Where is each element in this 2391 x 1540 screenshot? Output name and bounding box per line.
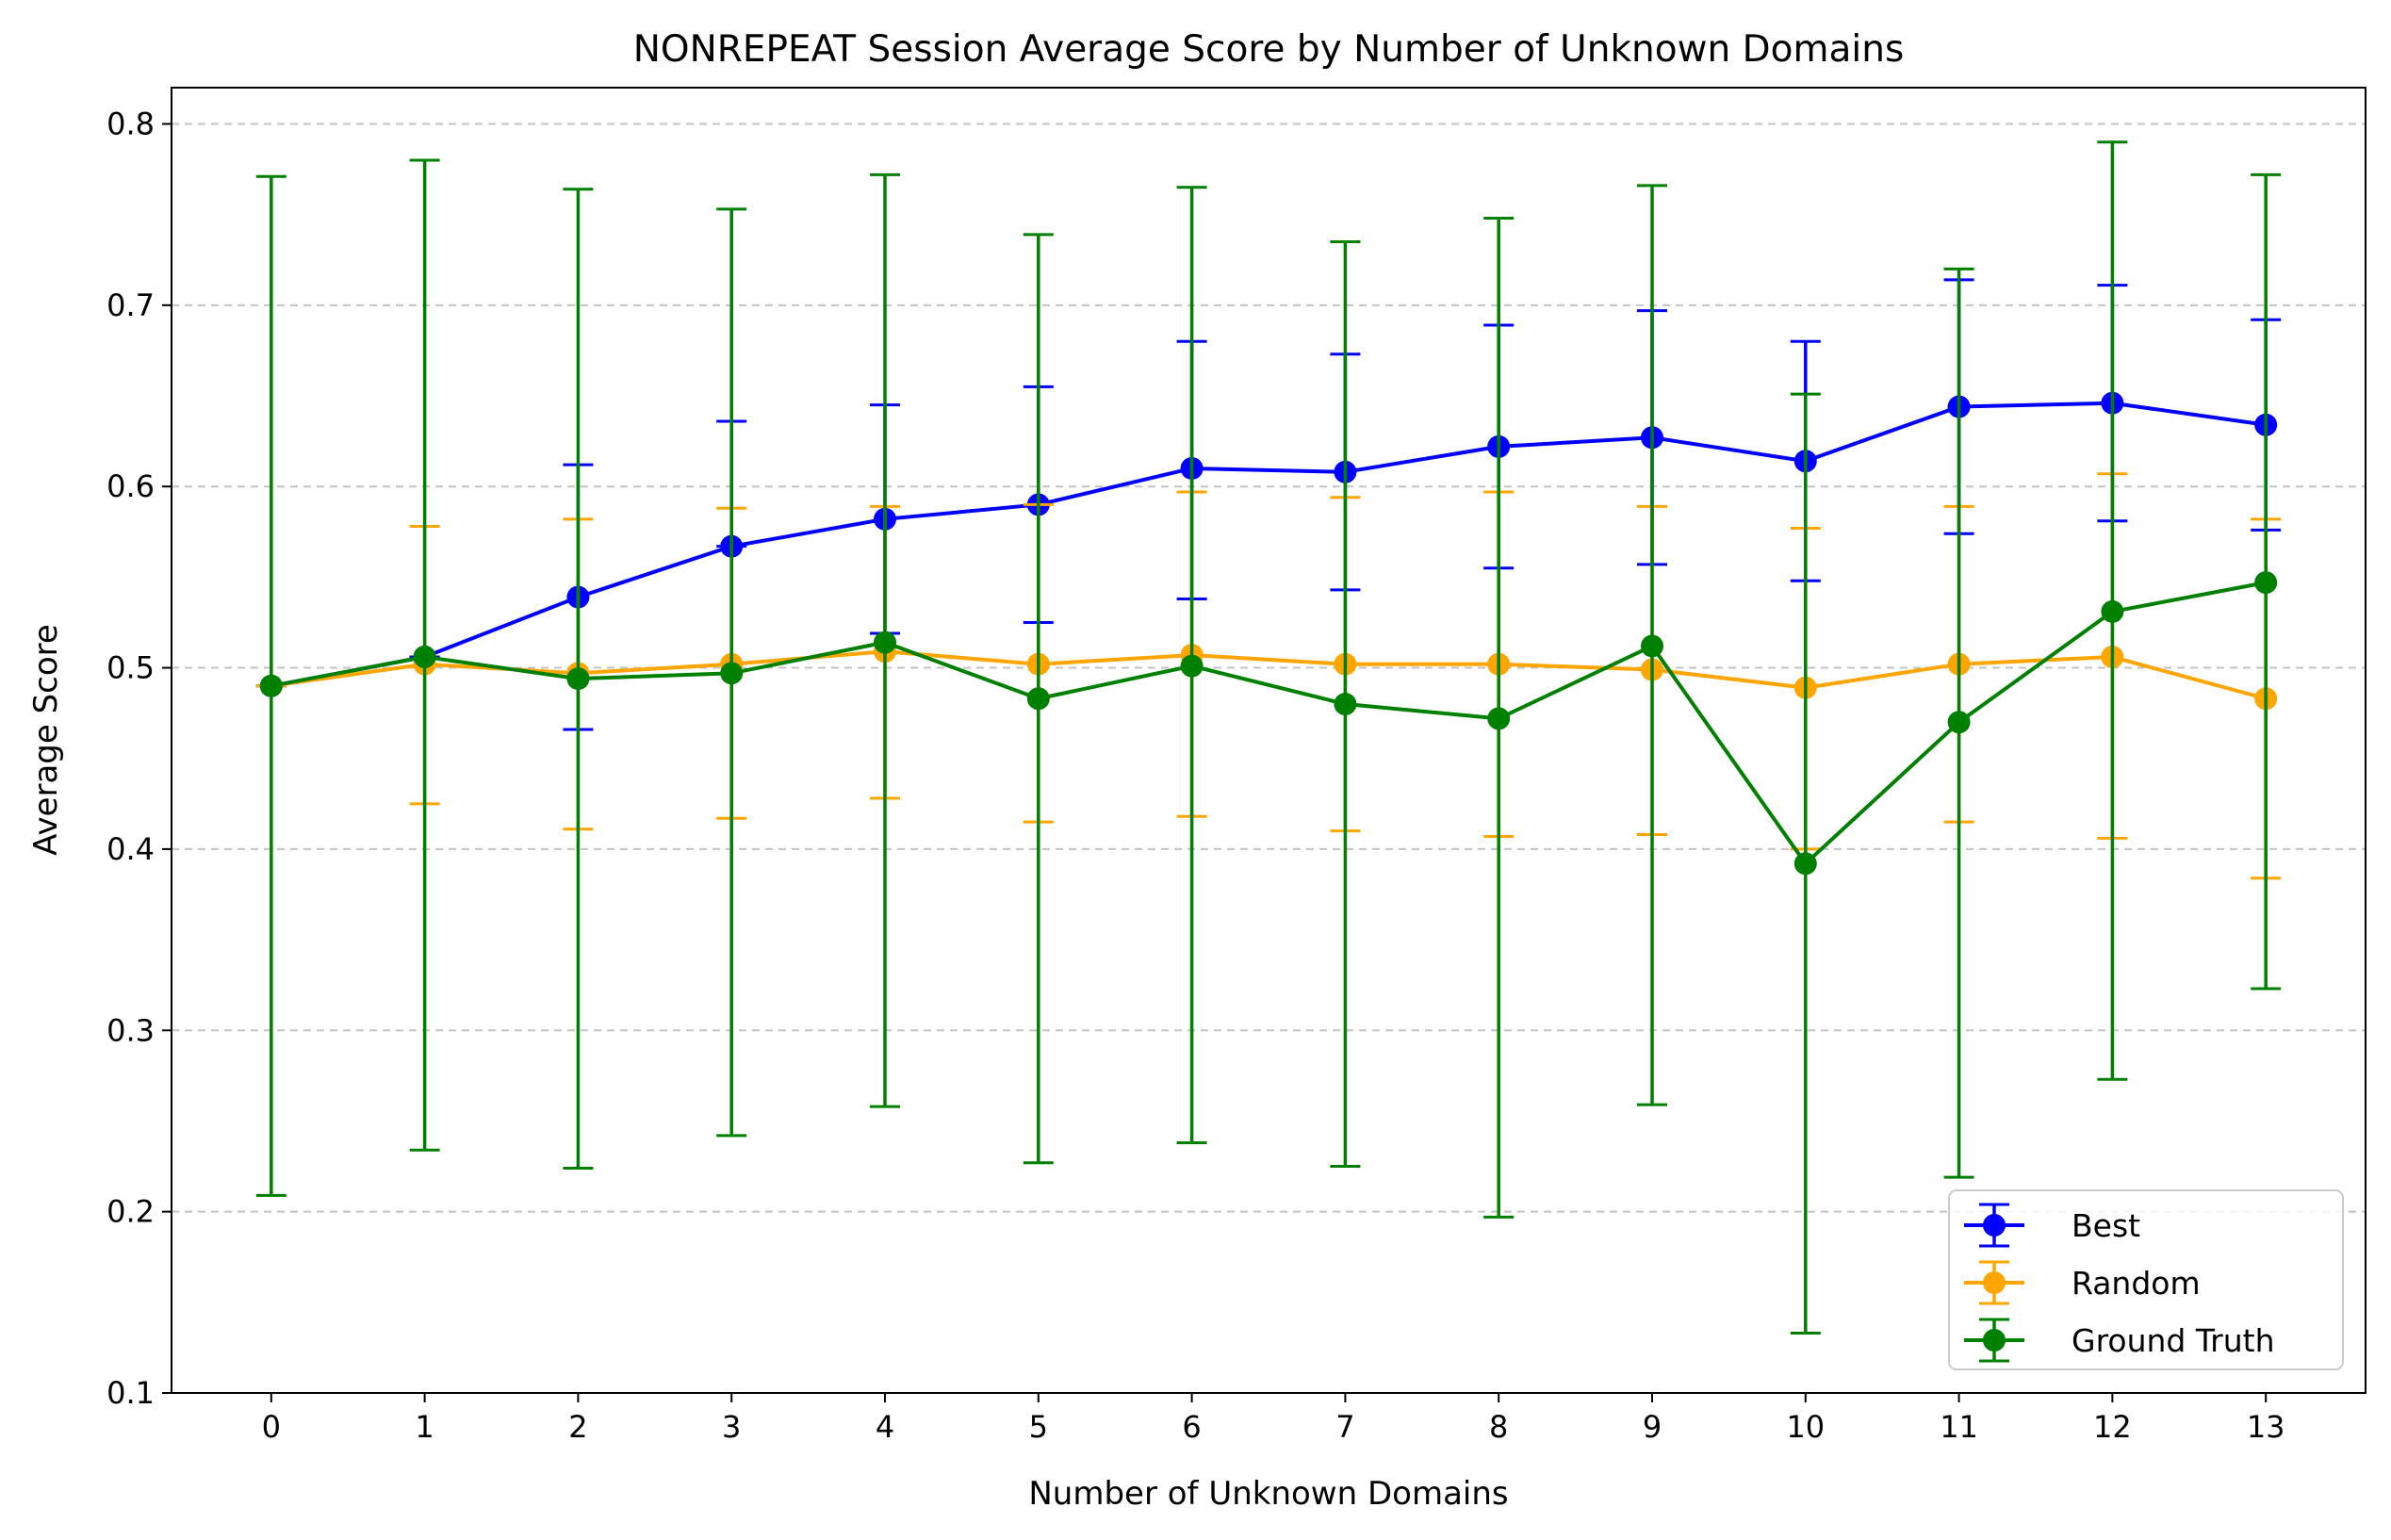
x-tick-label: 1 [415, 1409, 434, 1445]
x-axis-label: Number of Unknown Domains [1028, 1475, 1508, 1513]
y-tick-label: 0.6 [106, 468, 155, 504]
x-tick-label: 12 [2093, 1409, 2132, 1445]
data-point [720, 662, 744, 685]
legend-label: Best [2072, 1207, 2140, 1244]
legend-marker [1983, 1329, 2006, 1352]
x-tick-label: 5 [1029, 1409, 1048, 1445]
y-tick-label: 0.5 [106, 650, 155, 686]
legend-label: Ground Truth [2072, 1322, 2275, 1359]
y-tick-label: 0.8 [106, 106, 155, 141]
data-point [259, 674, 283, 697]
x-tick-label: 10 [1786, 1409, 1825, 1445]
series-layer [255, 140, 2282, 1335]
chart-title: NONREPEAT Session Average Score by Numbe… [633, 28, 1905, 71]
x-tick-label: 9 [1643, 1409, 1662, 1445]
y-axis-label: Average Score [27, 624, 65, 856]
data-point [2101, 599, 2124, 623]
data-point [1487, 707, 1511, 730]
legend-marker [1983, 1214, 2006, 1237]
y-tick-label: 0.1 [106, 1375, 155, 1411]
x-tick-label: 4 [876, 1409, 894, 1445]
data-point [1947, 711, 1971, 734]
data-point [1640, 634, 1663, 658]
x-tick-label: 0 [262, 1409, 281, 1445]
series-ground-truth [255, 140, 2282, 1335]
legend: Best Random Ground Truth [1948, 1189, 2344, 1370]
legend-item: Ground Truth [1964, 1318, 2275, 1363]
data-point [1026, 687, 1050, 711]
x-tick-label: 13 [2247, 1409, 2285, 1445]
x-tick-label: 8 [1489, 1409, 1508, 1445]
data-point [413, 646, 436, 669]
series-line [270, 581, 2267, 866]
legend-item: Random [1964, 1260, 2201, 1305]
y-tick-label: 0.4 [106, 831, 155, 867]
data-point [566, 667, 590, 691]
axis-ticks: 0.10.20.30.40.50.60.70.80 1 2 3 4 5 6 7 8 9 10 11 12… [106, 106, 2285, 1445]
data-point [1793, 852, 1817, 876]
data-point [874, 631, 897, 654]
legend-item: Best [1964, 1203, 2140, 1248]
series-line [270, 401, 2267, 688]
data-point [1334, 693, 1357, 716]
x-tick-label: 3 [722, 1409, 741, 1445]
plot-frame [171, 87, 2366, 1394]
data-point [1180, 654, 1204, 678]
data-point [2254, 571, 2278, 595]
y-tick-label: 0.3 [106, 1012, 155, 1048]
y-tick-label: 0.7 [106, 287, 155, 323]
legend-label: Random [2072, 1265, 2201, 1302]
x-tick-label: 2 [568, 1409, 587, 1445]
legend-frame [1948, 1189, 2344, 1370]
x-tick-label: 6 [1182, 1409, 1201, 1445]
series-line [270, 649, 2267, 701]
y-tick-label: 0.2 [106, 1194, 155, 1230]
legend-marker [1983, 1271, 2006, 1294]
x-tick-label: 7 [1335, 1409, 1354, 1445]
x-tick-label: 11 [1940, 1409, 1978, 1445]
